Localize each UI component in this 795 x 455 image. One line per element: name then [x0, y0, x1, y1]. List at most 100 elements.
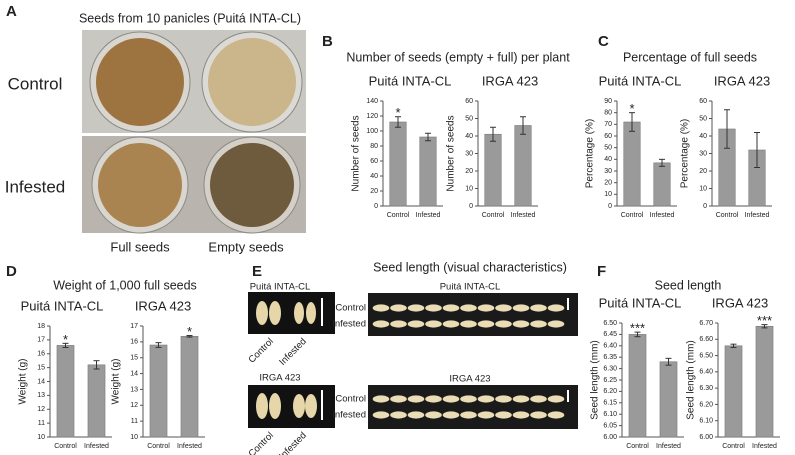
y-tick-label: 16 [37, 351, 45, 358]
column-label: Full seeds [110, 239, 170, 254]
y-tick-label: 50 [604, 145, 612, 152]
y-axis-label: Number of seeds [446, 115, 457, 191]
row-label: Infested [5, 177, 66, 196]
y-tick-label: 20 [699, 168, 707, 175]
y-tick-label: 80 [370, 143, 378, 150]
x-tick-label: Control [621, 212, 644, 219]
y-tick-label: 60 [465, 98, 473, 105]
bar [659, 361, 678, 438]
y-axis-label: Weight (g) [111, 359, 122, 405]
y-tick-label: 60 [699, 98, 707, 105]
x-tick-label: Control [716, 212, 739, 219]
photo-title: IRGA 423 [259, 373, 300, 384]
significance: * [63, 332, 68, 347]
bar [180, 336, 199, 438]
y-axis-label: Weight (g) [18, 359, 29, 405]
y-tick-label: 120 [366, 113, 378, 120]
chart-title: Puitá INTA-CL [21, 298, 104, 313]
error-bar [730, 343, 737, 348]
y-tick-label: 40 [699, 133, 707, 140]
y-tick-label: 60 [370, 158, 378, 165]
y-tick-label: 6.05 [603, 422, 617, 429]
y-tick-label: 6.30 [699, 385, 713, 392]
y-tick-label: 10 [604, 191, 612, 198]
y-axis-label: Percentage (%) [680, 119, 691, 188]
y-tick-label: 15 [37, 364, 45, 371]
y-tick-label: 30 [699, 150, 707, 157]
error-bar [93, 360, 100, 370]
y-tick-label: 6.50 [603, 320, 617, 327]
panel-title: Seed length (visual characteristics) [373, 260, 567, 274]
y-tick-label: 6.20 [603, 388, 617, 395]
y-tick-label: 15 [130, 355, 138, 362]
panel-letter: E [252, 263, 262, 280]
seed-length-photos [248, 292, 578, 429]
panel-title: Number of seeds (empty + full) per plant [346, 50, 570, 64]
y-axis-label: Number of seeds [351, 115, 362, 191]
x-tick-label: Infested [656, 443, 681, 450]
bar [87, 364, 106, 438]
y-tick-label: 6.35 [603, 354, 617, 361]
significance: *** [757, 313, 772, 328]
x-tick-label: Infested [511, 212, 536, 219]
x-tick-label: Infested [752, 443, 777, 450]
y-tick-label: 40 [604, 156, 612, 163]
photo-title: Puitá INTA-CL [440, 282, 501, 293]
error-bar [665, 357, 672, 366]
y-tick-label: 6.45 [603, 331, 617, 338]
y-tick-label: 90 [604, 98, 612, 105]
bar [419, 136, 437, 207]
error-bar [490, 126, 496, 142]
panel-letter: C [598, 33, 609, 50]
y-tick-label: 0 [608, 203, 612, 210]
panel-title: Percentage of full seeds [623, 50, 757, 64]
chart-title: IRGA 423 [714, 73, 770, 88]
y-tick-label: 0 [374, 203, 378, 210]
small-label: Infested [277, 336, 309, 368]
error-bar [629, 112, 635, 132]
row-label: Control [335, 394, 366, 405]
bar [724, 345, 743, 438]
error-bar [395, 116, 401, 128]
x-tick-label: Control [147, 443, 170, 450]
significance: * [187, 324, 192, 339]
bar [149, 344, 168, 438]
error-bar [659, 158, 665, 167]
row-label: Infested [332, 410, 366, 421]
y-tick-label: 12 [130, 402, 138, 409]
x-tick-label: Control [387, 212, 410, 219]
y-tick-label: 6.30 [603, 365, 617, 372]
error-bar [520, 116, 526, 135]
photo-title: Puitá INTA-CL [250, 282, 311, 293]
chart-title: Puitá INTA-CL [599, 73, 682, 88]
y-axis-label: Percentage (%) [585, 119, 596, 188]
y-tick-label: 20 [370, 188, 378, 195]
y-tick-label: 6.00 [699, 434, 713, 441]
x-tick-label: Infested [177, 443, 202, 450]
significance: * [629, 101, 634, 116]
y-tick-label: 80 [604, 110, 612, 117]
error-bar [155, 342, 162, 348]
y-tick-label: 6.15 [603, 400, 617, 407]
chart-title: Puitá INTA-CL [369, 73, 452, 88]
x-tick-label: Infested [650, 212, 675, 219]
y-tick-label: 13 [37, 392, 45, 399]
column-label: Empty seeds [208, 239, 284, 254]
error-bar [425, 132, 431, 142]
y-tick-label: 50 [465, 115, 473, 122]
y-tick-label: 16 [130, 339, 138, 346]
seed-photo [82, 30, 306, 234]
panel-letter: B [322, 33, 333, 50]
panel-title: Seeds from 10 panicles (Puitá INTA-CL) [79, 11, 301, 25]
y-tick-label: 70 [604, 121, 612, 128]
bar [628, 334, 647, 438]
x-tick-label: Control [626, 443, 649, 450]
panel-letter: F [597, 263, 606, 280]
y-tick-label: 6.40 [603, 343, 617, 350]
row-label: Control [8, 74, 63, 93]
error-bar [634, 331, 641, 338]
y-tick-label: 20 [465, 168, 473, 175]
y-tick-label: 6.40 [699, 369, 713, 376]
